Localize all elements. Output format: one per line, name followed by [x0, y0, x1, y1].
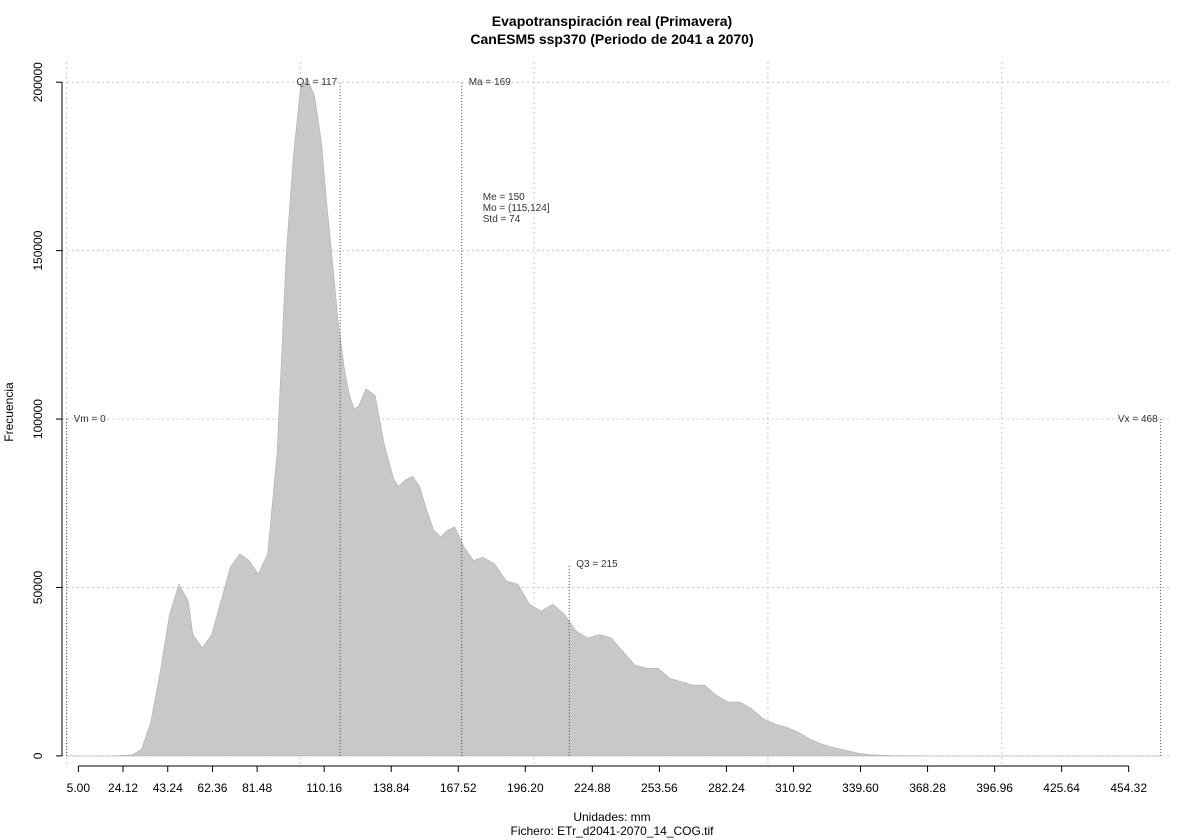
x-tick-label: 454.32	[1110, 781, 1147, 795]
x-tick-label: 138.84	[373, 781, 410, 795]
x-tick-label: 224.88	[574, 781, 611, 795]
y-tick-label: 150000	[31, 230, 45, 270]
x-tick-label: 5.00	[67, 781, 91, 795]
reference-line-label: Ma = 169	[469, 77, 511, 88]
x-tick-label: 24.12	[108, 781, 138, 795]
x-tick-label: 196.20	[507, 781, 544, 795]
x-tick-label: 310.92	[775, 781, 812, 795]
x-tick-label: 43.24	[153, 781, 183, 795]
x-tick-label: 62.36	[197, 781, 227, 795]
reference-line-label: Q3 = 215	[576, 559, 618, 570]
x-tick-label: 282.24	[708, 781, 745, 795]
y-axis-label: Frecuencia	[2, 382, 16, 442]
stat-label: Me = 150	[483, 192, 525, 203]
chart-subtitle: CanESM5 ssp370 (Periodo de 2041 a 2070)	[470, 31, 753, 47]
density-area-path	[66, 78, 1161, 757]
stat-label: Mo = (115,124]	[483, 203, 550, 214]
x-tick-label: 253.56	[641, 781, 678, 795]
x-axis-label: Unidades: mm	[573, 810, 650, 824]
reference-lines: Vm = 0 Q1 = 117 Ma = 169 Q3 = 215 Vx = 468	[66, 77, 1162, 756]
x-tick-label: 81.48	[242, 781, 272, 795]
x-tick-label: 339.60	[842, 781, 879, 795]
stat-label: Std = 74	[483, 214, 521, 225]
file-name-label: Fichero: ETr_d2041-2070_14_COG.tif	[511, 824, 715, 838]
y-tick-label: 0	[31, 752, 45, 759]
x-tick-label: 368.28	[909, 781, 946, 795]
y-tick-label: 50000	[31, 570, 45, 604]
y-tick-label: 200000	[31, 62, 45, 102]
x-tick-label: 396.96	[976, 781, 1013, 795]
reference-line-label: Q1 = 117	[296, 77, 337, 88]
y-tick-label: 100000	[31, 399, 45, 439]
reference-line-label: Vx = 468	[1118, 414, 1158, 425]
x-tick-label: 110.16	[306, 781, 342, 795]
reference-line-label: Vm = 0	[74, 414, 106, 425]
x-tick-label: 425.64	[1043, 781, 1080, 795]
x-tick-label: 167.52	[440, 781, 477, 795]
chart-title: Evapotranspiración real (Primavera)	[492, 13, 732, 29]
axes: 0 50000 100000 150000 200000 5.00 24.12 43.24 62…	[31, 62, 1147, 795]
density-area	[66, 78, 1161, 757]
